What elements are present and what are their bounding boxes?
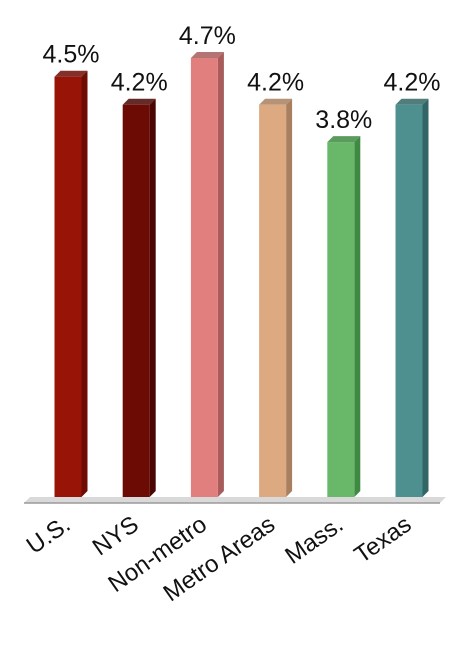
bar-top <box>190 52 224 59</box>
bar-side <box>217 52 224 498</box>
bar-front <box>259 104 287 497</box>
data-label-6: 4.2% <box>384 69 441 97</box>
bar-top <box>395 98 429 105</box>
bar-top <box>259 98 293 105</box>
chart-floor-plane <box>24 497 446 503</box>
bar-1 <box>54 70 88 497</box>
bar-3 <box>190 52 224 498</box>
chart-floor <box>24 497 446 504</box>
data-label-4: 4.2% <box>247 69 304 97</box>
bar-front <box>190 58 218 498</box>
value-labels-group: 4.5% 4.2% 4.7% 4.2% 3.8% 4.2% <box>43 22 441 134</box>
data-label-3: 4.7% <box>179 22 236 50</box>
bar-front <box>54 76 82 497</box>
bar-side <box>81 70 88 497</box>
data-label-2: 4.2% <box>111 69 168 97</box>
bar-front <box>327 142 355 497</box>
category-label-1: U.S. <box>22 511 76 560</box>
bar-4 <box>259 98 293 497</box>
bar-front <box>122 104 150 497</box>
bar-top <box>54 70 88 77</box>
bar-top <box>122 98 156 105</box>
bar-5 <box>327 136 361 497</box>
bar-top <box>327 136 361 143</box>
category-label-6: Texas <box>350 511 417 569</box>
bar-side <box>149 98 156 497</box>
bar-side <box>354 136 361 497</box>
bar-6 <box>395 98 429 497</box>
bar-front <box>395 104 423 497</box>
bars-group <box>54 52 429 498</box>
bar-2 <box>122 98 156 497</box>
data-label-1: 4.5% <box>43 41 100 69</box>
data-label-5: 3.8% <box>315 106 372 134</box>
bar-side <box>286 98 293 497</box>
bar-side <box>422 98 429 497</box>
category-label-5: Mass. <box>280 511 348 570</box>
